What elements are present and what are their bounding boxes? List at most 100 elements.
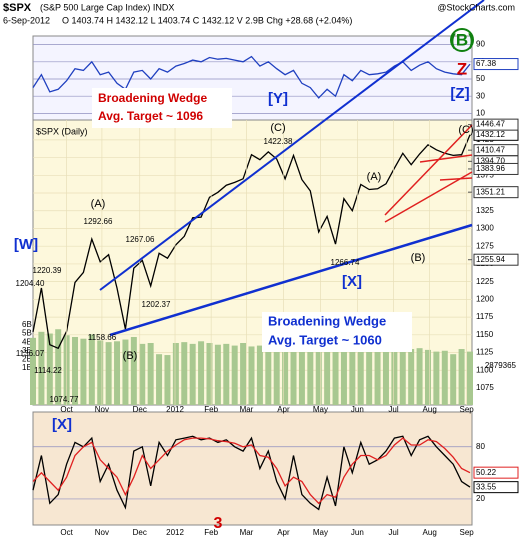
symbol-name: (S&P 500 Large Cap Index) INDX [40,2,174,12]
y2-tick-label: 2B [22,354,32,363]
x-tick-label: Sep [460,405,475,414]
point-label: 1202.37 [142,300,171,309]
volume-bar [282,343,289,405]
value-label: 1383.96 [476,164,505,173]
x-tick-label: Feb [204,405,218,414]
volume-bar [416,348,423,405]
note: Avg. Target ~ 1096 [98,109,203,123]
volume-bar [164,355,171,405]
point-label: 1292.66 [84,217,113,226]
volume-bar [181,342,188,405]
point-label: 1158.66 [88,333,117,342]
volume-bar [265,344,272,405]
y-tick-label: 10 [476,109,485,118]
x-tick-label: Jul [388,405,398,414]
value-box [473,162,519,175]
volume-bar [139,343,146,405]
y-tick-label: 1225 [476,277,494,286]
volume-bar [248,346,255,405]
header: $SPX (S&P 500 Large Cap Index) INDX 6-Se… [3,2,515,25]
volume-bar [38,331,45,405]
volume-bar [198,341,205,405]
y-tick-label: 1075 [476,383,494,392]
trend-line [419,154,473,163]
wave-label: (C) [458,124,473,136]
volume-bar [273,347,280,405]
volume-bar [97,340,104,405]
value-label: 1351.21 [476,187,505,196]
legend-label: $SPX (Daily) [36,126,88,136]
value-box [473,466,519,479]
volume-bar [290,343,297,405]
volume-bar [80,338,87,405]
date: 6-Sep-2012 [3,15,50,25]
x-tick-label: Apr [277,528,290,537]
y2-tick-label: 4B [22,337,32,346]
wave-label: (A) [91,198,106,210]
volume-bar [450,354,457,405]
wedge-lines [99,0,485,337]
volume-bar [366,345,373,405]
value-box [473,481,519,494]
value-label: 1432.12 [476,130,505,139]
symbol: $SPX [3,2,32,14]
volume-bar [256,345,263,405]
volume-bar [357,343,364,405]
point-label: 1136.07 [16,349,45,358]
volume-bar [122,339,129,405]
volume-bar [147,343,154,405]
plots: 103050709067.381075110011251150117512001… [22,40,519,537]
wave-circle [450,28,474,52]
series-line [32,437,471,505]
volume-bar [315,340,322,405]
x-tick-label: Nov [95,528,109,537]
wave-label: (A) [367,171,382,183]
volume-bar [30,337,36,405]
x-tick-label: Feb [204,528,218,537]
y-tick-label: 90 [476,40,485,49]
value-label: 1410.47 [476,145,505,154]
y2-tick-label: 5B [22,329,32,338]
y-tick-label: 1125 [476,348,494,357]
value-box [473,186,519,199]
volume-bar [441,350,448,405]
volume-bar [399,345,406,405]
point-label: 1204.40 [16,279,45,288]
wave-label: [Z] [450,85,469,102]
y-tick-label: 1100 [476,365,494,374]
trend-line [439,177,473,181]
volume-bar [349,344,356,405]
value-box [473,118,519,131]
wave-label: [Y] [268,90,288,107]
y-tick-label: 50 [476,74,485,83]
value-label: 1446.47 [476,120,505,129]
y2-tick-label: 1B [22,363,32,372]
indicator-annotations: Broadening Wedge Avg. Target ~ 1096 [Y] … [92,28,474,128]
wave-label: [X] [52,416,72,433]
volume-bar [214,344,221,405]
volume-bar [433,351,440,405]
oscillator-annotations: [X] 3 [52,416,223,532]
point-label: 1114.22 [34,366,62,375]
volume-label: 2879365 [485,361,517,370]
x-tick-label: Oct [60,528,73,537]
volume-bar [223,343,230,405]
note-box [92,88,232,128]
note-box [262,312,412,352]
volume-bar [88,334,95,405]
x-tick-label: Mar [240,528,254,537]
x-tick-label: Dec [133,528,147,537]
wave-label: (B) [123,350,138,362]
volume-bar [46,333,53,405]
x-tick-label: Aug [423,528,437,537]
value-box [473,253,519,266]
volume-bar [298,345,305,405]
volume-bar [467,351,473,405]
volume-bar [105,342,112,405]
x-tick-label: 2012 [166,528,184,537]
series-line [32,134,471,350]
wave-label: [X] [342,273,362,290]
source: @StockCharts.com [437,2,515,12]
note: Avg. Target ~ 1060 [268,332,382,347]
x-tick-label: Apr [277,405,290,414]
